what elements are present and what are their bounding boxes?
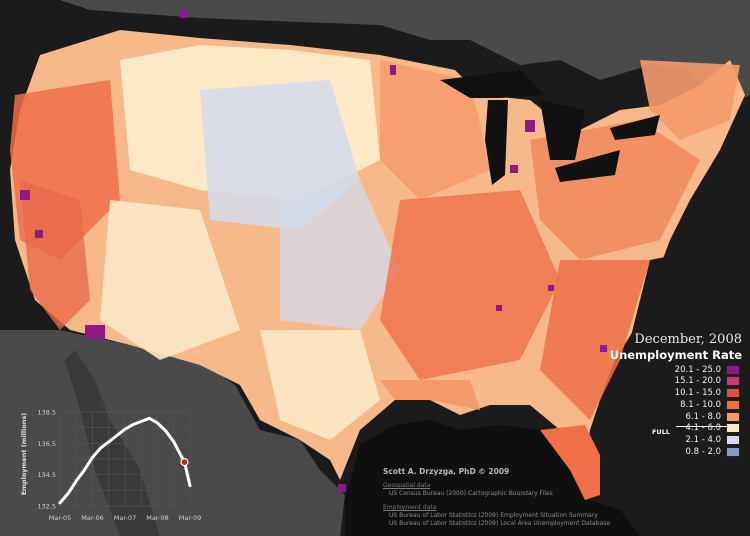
current-point-marker xyxy=(180,458,189,467)
legend-label: 2.1 - 4.0 xyxy=(685,435,721,446)
florida xyxy=(540,425,600,500)
high-unemployment-hotspots xyxy=(20,10,607,492)
y-tick-label: 138.5 xyxy=(37,409,56,417)
emp-data-heading: Employment data xyxy=(383,504,437,511)
legend-row: 0.8 - 2.0 xyxy=(640,447,740,458)
y-tick-label: 136.5 xyxy=(37,440,56,448)
legend-label: 8.1 - 10.0 xyxy=(680,399,721,410)
legend-label: 20.1 - 25.0 xyxy=(674,364,721,375)
legend-label: 10.1 - 15.0 xyxy=(674,388,721,399)
x-tick-label: Mar-05 xyxy=(49,514,71,522)
author-credit: Scott A. Drzyzga, PhD © 2009 xyxy=(383,467,510,476)
legend-swatch xyxy=(726,411,740,422)
legend-label: 15.1 - 20.0 xyxy=(674,376,721,387)
emp-data-source-1: US Bureau of Labor Statistics (2009) Emp… xyxy=(389,512,598,519)
geo-data-heading: Geospatial data xyxy=(383,482,431,489)
legend-row: 15.1 - 20.0 xyxy=(640,376,740,387)
legend-label: 6.1 - 8.0 xyxy=(685,411,721,422)
employment-line-chart: 138.5 136.5 134.5 132.5 Mar-05 Mar-06 Mar-07 Ma… xyxy=(20,409,201,523)
x-tick-label: Mar-07 xyxy=(114,514,136,522)
legend-swatch xyxy=(726,435,740,446)
gulf-of-mexico xyxy=(345,420,640,536)
map-subtitle: Unemployment Rate xyxy=(609,348,742,362)
great-lakes xyxy=(440,70,660,185)
legend-swatch xyxy=(726,376,740,387)
legend-swatch xyxy=(726,447,740,458)
legend-swatch xyxy=(726,388,740,399)
credits-block: Scott A. Drzyzga, PhD © 2009 Geospatial … xyxy=(383,468,610,528)
legend-swatch xyxy=(726,364,740,375)
full-employment-label: FULL xyxy=(651,428,670,436)
legend-label: 4.1 - 6.0 xyxy=(685,423,721,434)
legend-row: 6.1 - 8.0 xyxy=(640,411,740,422)
x-tick-label: Mar-09 xyxy=(179,514,201,522)
x-tick-label: Mar-08 xyxy=(146,514,168,522)
x-tick-label: Mar-06 xyxy=(81,514,103,522)
legend-label: 0.8 - 2.0 xyxy=(685,447,721,458)
map-title: December, 2008 xyxy=(634,332,742,347)
y-tick-label: 132.5 xyxy=(37,503,56,511)
legend-row: 8.1 - 10.0 xyxy=(640,399,740,410)
y-axis-label: Employment (millions) xyxy=(20,413,28,496)
region-fills xyxy=(10,45,740,440)
legend-swatch xyxy=(726,423,740,434)
geo-data-source: US Census Bureau (2000) Cartographic Bou… xyxy=(389,490,553,497)
legend-swatch xyxy=(726,399,740,410)
legend-row: 20.1 - 25.0 xyxy=(640,364,740,375)
legend-row: 10.1 - 15.0 xyxy=(640,388,740,399)
employment-series-line xyxy=(58,416,192,505)
legend-row: 4.1 - 6.0 xyxy=(640,423,740,434)
legend-row: 2.1 - 4.0 xyxy=(640,435,740,446)
emp-data-source-2: US Bureau of Labor Statistics (2009) Loc… xyxy=(389,520,611,527)
atlantic-ocean xyxy=(600,240,750,536)
canada-landmass xyxy=(60,0,750,110)
full-employment-marker xyxy=(676,426,728,427)
y-tick-label: 134.5 xyxy=(37,471,56,479)
map-legend: 20.1 - 25.0 15.1 - 20.0 10.1 - 15.0 8.1 - 1… xyxy=(640,364,740,458)
